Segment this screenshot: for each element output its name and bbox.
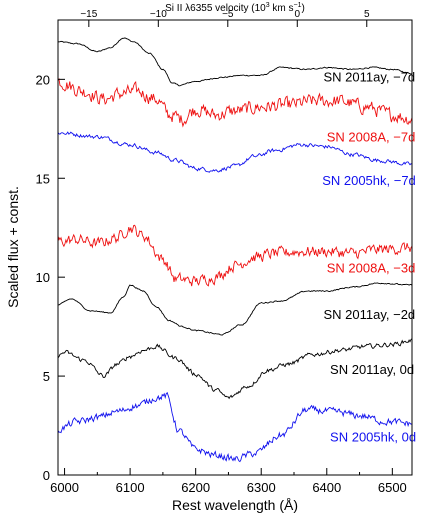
top-tick-label: −10 — [150, 9, 167, 20]
x-tick-label: 6000 — [50, 480, 79, 495]
series-label-3: SN 2005hk, −7d — [322, 173, 416, 188]
y-tick-label: 5 — [43, 369, 50, 384]
series-label-2: SN 2008A, −7d — [327, 130, 416, 145]
series-line-5 — [58, 282, 412, 336]
x-axis-ticks: 6000 6100 6200 6300 6400 6500 — [50, 468, 407, 495]
top-tick-label: 5 — [364, 9, 370, 20]
series-label-6: SN 2011ay, 0d — [330, 362, 414, 377]
y-tick-label: 20 — [36, 72, 50, 87]
top-axis-label: Si II λ6355 velocity (103 km s−1) — [165, 2, 305, 14]
y-tick-label: 15 — [36, 171, 50, 186]
x-tick-label: 6500 — [378, 480, 407, 495]
x-tick-label: 6300 — [247, 480, 276, 495]
series-label-1: SN 2011ay, −7d — [324, 69, 416, 84]
series-line-1 — [58, 37, 412, 87]
series-line-3 — [58, 131, 412, 173]
x-tick-label: 6200 — [181, 480, 210, 495]
x-tick-label: 6100 — [116, 480, 145, 495]
series-line-7 — [58, 391, 412, 463]
top-tick-label: 0 — [294, 9, 300, 20]
series-layer — [58, 37, 412, 463]
series-label-4: SN 2008A, −3d — [327, 260, 416, 275]
x-tick-label: 6400 — [312, 480, 341, 495]
series-label-5: SN 2011ay, −2d — [324, 307, 416, 322]
y-tick-label: 0 — [43, 468, 50, 483]
x-axis-label: Rest wavelength (Å) — [172, 497, 298, 513]
y-axis-ticks: 0 5 10 15 20 — [36, 72, 65, 483]
top-tick-label: −15 — [80, 9, 97, 20]
y-axis-label: Scaled flux + const. — [5, 186, 21, 308]
series-line-4 — [58, 224, 412, 287]
top-axis-ticks: −15 −10 −5 0 5 — [80, 9, 370, 27]
series-labels: SN 2011ay, −7d SN 2008A, −7d SN 2005hk, −7… — [322, 69, 416, 444]
plot-frame — [57, 19, 413, 476]
series-line-2 — [58, 77, 412, 128]
series-label-7: SN 2005hk, 0d — [330, 429, 416, 444]
series-line-6 — [58, 338, 412, 400]
y-tick-label: 10 — [36, 270, 50, 285]
top-tick-label: −5 — [222, 9, 234, 20]
